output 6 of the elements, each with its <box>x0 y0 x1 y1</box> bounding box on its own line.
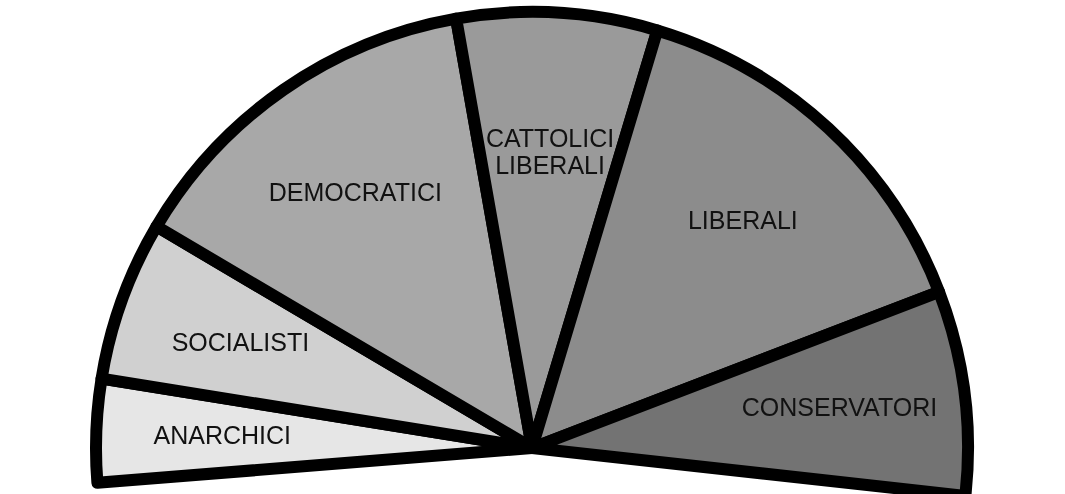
slice-label: DEMOCRATICI <box>268 178 442 207</box>
slice-label: CONSERVATORI <box>741 393 938 422</box>
slice-label: LIBERALI <box>687 205 798 234</box>
slice-label: ANARCHICI <box>153 420 292 449</box>
slice-label: CATTOLICI LIBERALI <box>485 123 615 179</box>
slice-label: SOCIALISTI <box>171 327 310 356</box>
